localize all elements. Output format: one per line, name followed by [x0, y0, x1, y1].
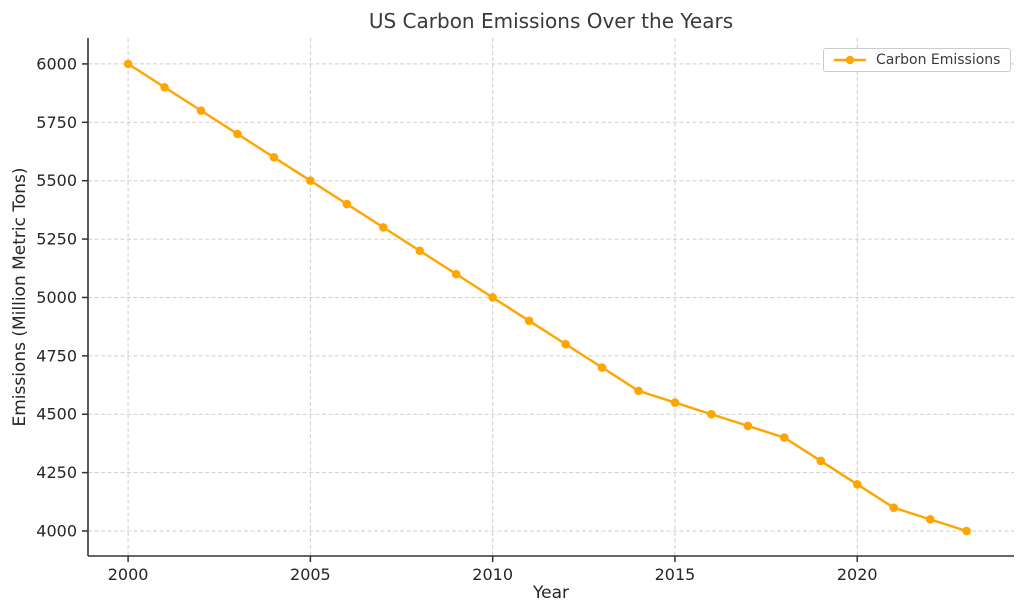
y-tick-label: 5750	[36, 113, 77, 132]
x-axis-label: Year	[533, 583, 569, 603]
y-tick-label: 4000	[36, 522, 77, 541]
data-point	[852, 480, 862, 489]
y-tick-label: 5000	[36, 288, 77, 307]
data-point	[524, 316, 534, 326]
y-tick-label: 5250	[36, 230, 77, 249]
y-tick-label: 4250	[36, 463, 77, 482]
data-point	[743, 421, 753, 431]
data-point	[451, 269, 461, 279]
data-point	[597, 363, 607, 372]
x-tick-label: 2015	[655, 565, 696, 584]
data-point	[561, 339, 570, 349]
data-point	[925, 515, 935, 524]
data-point	[123, 59, 133, 69]
data-point	[160, 82, 169, 92]
data-point	[269, 153, 279, 162]
data-point	[415, 246, 425, 256]
data-point	[233, 129, 242, 139]
x-tick-label: 2010	[472, 565, 513, 584]
y-axis-label: Emissions (Million Metric Tons)	[10, 167, 30, 427]
data-point	[342, 199, 352, 209]
x-tick-label: 2020	[837, 565, 878, 584]
data-point	[889, 503, 898, 512]
legend-line-marker-icon	[834, 55, 866, 65]
y-tick-label: 6000	[36, 54, 77, 73]
y-tick-label: 4500	[36, 405, 77, 424]
x-tick-label: 2005	[290, 565, 331, 584]
y-tick-label: 5500	[36, 171, 77, 190]
data-point	[962, 526, 971, 536]
legend: Carbon Emissions	[823, 48, 1012, 72]
data-point	[780, 433, 789, 442]
data-point	[816, 456, 826, 466]
data-point	[634, 386, 643, 396]
data-point	[306, 176, 315, 185]
data-point	[488, 293, 497, 302]
emissions-line	[126, 62, 968, 533]
data-point	[378, 223, 388, 232]
data-point	[670, 398, 680, 407]
data-point	[707, 409, 716, 419]
chart-title: US Carbon Emissions Over the Years	[368, 9, 734, 33]
x-tick-label: 2000	[108, 565, 149, 584]
legend-label: Carbon Emissions	[876, 52, 1001, 68]
data-point	[196, 106, 206, 115]
y-tick-label: 4750	[36, 346, 77, 365]
